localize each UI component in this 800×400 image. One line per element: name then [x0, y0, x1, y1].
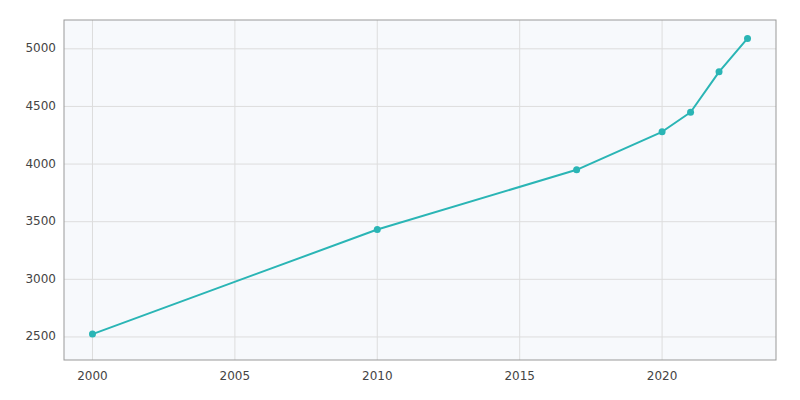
y-tick-label: 4500 — [25, 99, 56, 113]
y-tick-label: 5000 — [25, 41, 56, 55]
y-grid-line — [64, 221, 776, 222]
grid — [64, 20, 776, 360]
x-grid-line — [234, 20, 235, 360]
y-tick-label: 2500 — [25, 329, 56, 343]
y-grid-line — [64, 106, 776, 107]
x-tick-label: 2015 — [504, 369, 535, 383]
plot-background — [64, 20, 776, 360]
x-grid-line — [519, 20, 520, 360]
y-grid-line — [64, 279, 776, 280]
point — [687, 109, 694, 116]
x-grid-line — [92, 20, 93, 360]
point — [744, 35, 751, 42]
point — [573, 166, 580, 173]
chart: 2500 3000 3500 4000 4500 5000 2000 2005 2010 2015… — [0, 0, 800, 400]
y-grid-line — [64, 336, 776, 337]
point — [716, 68, 723, 75]
x-tick-label: 2010 — [362, 369, 393, 383]
x-tick-label: 2000 — [77, 369, 108, 383]
chart-container: 2500 3000 3500 4000 4500 5000 2000 2005 2010 2015… — [0, 0, 800, 400]
x-tick-label: 2020 — [647, 369, 678, 383]
x-grid-line — [377, 20, 378, 360]
y-tick-label: 3000 — [25, 272, 56, 286]
point — [89, 331, 96, 338]
series — [89, 35, 751, 338]
x-grid-line — [662, 20, 663, 360]
plot-frame — [64, 20, 776, 360]
axes: 2500 3000 3500 4000 4500 5000 2000 2005 2010 2015… — [25, 41, 677, 383]
y-tick-label: 4000 — [25, 157, 56, 171]
line — [92, 38, 747, 334]
y-grid-line — [64, 48, 776, 49]
point — [659, 128, 666, 135]
y-tick-label: 3500 — [25, 214, 56, 228]
y-grid-line — [64, 164, 776, 165]
x-tick-label: 2005 — [220, 369, 251, 383]
point — [374, 226, 381, 233]
